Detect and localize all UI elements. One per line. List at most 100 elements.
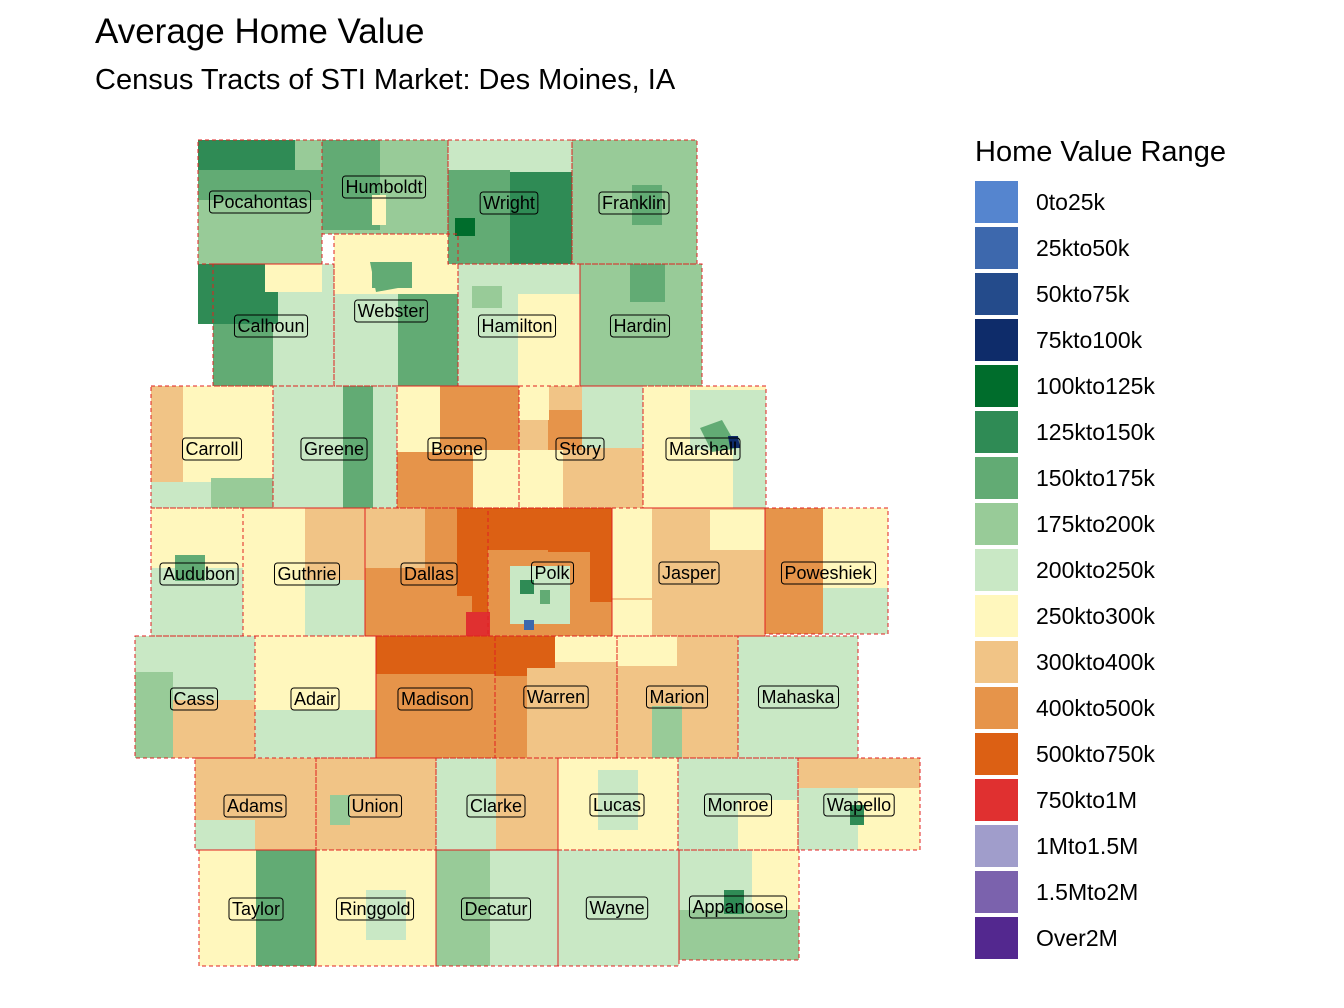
tract-area bbox=[455, 218, 475, 236]
tract-area bbox=[495, 636, 527, 676]
county-label-text: Webster bbox=[358, 301, 425, 321]
legend-label: 500kto750k bbox=[1036, 740, 1155, 767]
tract-area bbox=[738, 800, 798, 850]
tract-area bbox=[330, 795, 350, 825]
county-label-box bbox=[598, 191, 670, 215]
tract-area bbox=[710, 510, 765, 550]
county-border bbox=[764, 507, 889, 635]
county-label: Union bbox=[347, 794, 403, 818]
county-label-text: Marshall bbox=[669, 439, 737, 459]
county-label-text: Monroe bbox=[707, 795, 768, 815]
legend-item: 1Mto1.5M bbox=[975, 823, 1226, 869]
legend-item: 25kto50k bbox=[975, 225, 1226, 271]
county-label-box bbox=[181, 437, 243, 461]
county-border bbox=[315, 757, 437, 851]
county-label-box bbox=[354, 299, 428, 323]
county-label: Polk bbox=[530, 561, 575, 585]
tract-area bbox=[425, 508, 457, 568]
county-label-text: Mahaska bbox=[761, 687, 835, 707]
legend-swatch bbox=[975, 503, 1018, 545]
legend-item: 0to25k bbox=[975, 179, 1226, 225]
tract-area bbox=[255, 636, 376, 696]
legend-label: 150kto175k bbox=[1036, 464, 1155, 491]
tract-area bbox=[679, 850, 759, 900]
legend-item: 400kto500k bbox=[975, 685, 1226, 731]
county-label: Webster bbox=[354, 299, 428, 323]
tract-area bbox=[858, 788, 920, 850]
tract-area bbox=[316, 850, 366, 966]
county-label-text: Boone bbox=[431, 439, 483, 459]
county-label-box bbox=[347, 794, 403, 818]
legend-swatch bbox=[975, 319, 1018, 361]
county-label-text: Calhoun bbox=[237, 316, 304, 336]
county-label-text: Lucas bbox=[593, 795, 641, 815]
county-label-text: Carroll bbox=[185, 439, 238, 459]
tract-area bbox=[436, 758, 496, 850]
county-label: Poweshiek bbox=[780, 561, 877, 585]
county-label-layer: Pocahontas Humboldt Wright Franklin Calhoun W… bbox=[159, 175, 895, 921]
tract-area bbox=[519, 450, 563, 508]
tract-area bbox=[700, 420, 738, 452]
county-label-box bbox=[427, 437, 487, 461]
tract-area bbox=[397, 452, 473, 508]
legend-swatch bbox=[975, 549, 1018, 591]
county-border-layer bbox=[134, 139, 921, 967]
county-label-box bbox=[823, 793, 895, 817]
map-title: Average Home Value bbox=[95, 12, 425, 51]
legend-label: 125kto150k bbox=[1036, 418, 1155, 445]
county-label: Mahaska bbox=[757, 685, 840, 709]
county-label: Wapello bbox=[823, 793, 895, 817]
choropleth-map: Pocahontas Humboldt Wright Franklin Calhoun W… bbox=[134, 139, 921, 967]
legend-label: 1Mto1.5M bbox=[1036, 832, 1139, 859]
tract-area bbox=[473, 460, 519, 508]
county-label-text: Hardin bbox=[613, 316, 666, 336]
tract-area bbox=[365, 508, 425, 568]
county-label-box bbox=[688, 895, 788, 919]
county-label: Hardin bbox=[609, 314, 671, 338]
county-label: Warren bbox=[523, 685, 589, 709]
tract-area bbox=[527, 636, 555, 668]
tract-area bbox=[195, 820, 255, 850]
county-label-text: Polk bbox=[534, 563, 570, 583]
tract-area bbox=[798, 758, 920, 788]
tract-area bbox=[540, 590, 550, 604]
tract-area bbox=[823, 588, 888, 634]
tract-area bbox=[765, 508, 823, 634]
county-label-text: Wright bbox=[483, 193, 535, 213]
tract-area bbox=[436, 850, 490, 966]
tract-area bbox=[524, 620, 534, 630]
county-label: Clarke bbox=[466, 794, 526, 818]
legend-swatch bbox=[975, 871, 1018, 913]
county-label: Story bbox=[555, 437, 605, 461]
tract-area bbox=[738, 636, 858, 686]
county-label-box bbox=[208, 190, 312, 214]
tract-area bbox=[199, 850, 256, 966]
county-label: Ringgold bbox=[335, 897, 415, 921]
county-label-box bbox=[703, 793, 773, 817]
tract-area bbox=[630, 264, 665, 302]
tract-area bbox=[316, 758, 376, 793]
tract-area bbox=[617, 636, 677, 666]
tract-area bbox=[255, 758, 316, 818]
county-label-box bbox=[169, 687, 219, 711]
county-label: Franklin bbox=[598, 191, 670, 215]
county-label-text: Greene bbox=[304, 439, 364, 459]
tract-area bbox=[518, 294, 580, 386]
tract-area bbox=[380, 140, 448, 230]
county-label-text: Audubon bbox=[163, 564, 235, 584]
county-label-box bbox=[555, 437, 605, 461]
county-label-text: Poweshiek bbox=[784, 563, 872, 583]
tract-area bbox=[448, 170, 510, 264]
county-label-text: Franklin bbox=[602, 193, 666, 213]
tract-area bbox=[198, 140, 295, 170]
tract-area bbox=[255, 710, 376, 758]
county-label: Carroll bbox=[181, 437, 243, 461]
county-border bbox=[364, 507, 489, 637]
county-label-text: Guthrie bbox=[277, 564, 336, 584]
county-label-box bbox=[609, 314, 671, 338]
county-label: Adair bbox=[290, 687, 340, 711]
legend-item: 300kto400k bbox=[975, 639, 1226, 685]
county-label-text: Jasper bbox=[662, 563, 716, 583]
legend-item: 100kto125k bbox=[975, 363, 1226, 409]
county-label-text: Pocahontas bbox=[212, 192, 307, 212]
